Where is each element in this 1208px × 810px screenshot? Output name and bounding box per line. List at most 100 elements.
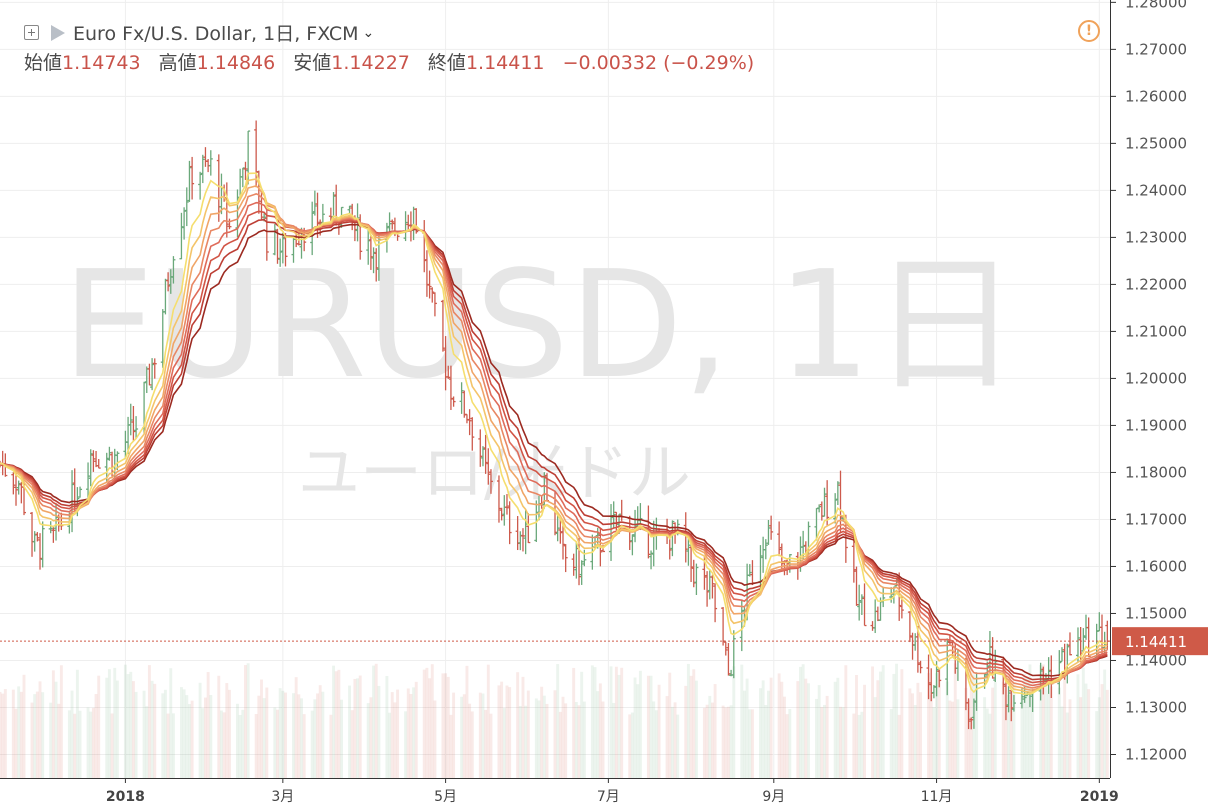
volume-bar (572, 667, 576, 778)
price-bar (291, 237, 296, 263)
volume-bar (764, 705, 768, 778)
price-bar (496, 475, 501, 523)
volume-bar (748, 709, 752, 778)
expand-icon[interactable] (24, 25, 39, 40)
volume-bar (564, 703, 568, 778)
volume-bar (374, 663, 378, 778)
volume-bar (937, 667, 941, 778)
volume-bar (582, 701, 586, 778)
price-bar (184, 187, 189, 227)
price-bar (993, 649, 998, 683)
watermark-main: EURUSD, 1日 (62, 239, 1019, 411)
volume-bar (244, 665, 247, 778)
price-bar (483, 434, 488, 474)
price-bar (889, 587, 894, 603)
volume-bar (433, 700, 437, 778)
symbol-title[interactable]: Euro Fx/U.S. Dollar, 1日, FXCM (73, 23, 359, 45)
volume-bar (993, 682, 997, 778)
alert-icon[interactable]: ! (1078, 20, 1100, 42)
price-bar (371, 247, 376, 274)
price-bar (16, 480, 21, 495)
y-tick-label: 1.26000 (1125, 87, 1187, 105)
volume-bar (17, 686, 21, 778)
volume-bar (593, 667, 597, 778)
volume-bar (617, 674, 621, 778)
volume-bar (732, 666, 736, 778)
volume-bar (796, 681, 800, 778)
volume-bar (300, 698, 303, 778)
volume-bar (844, 665, 848, 778)
volume-bar (260, 679, 263, 778)
price-bar (579, 560, 584, 585)
flag-icon[interactable] (51, 24, 65, 41)
volume-bar (721, 705, 725, 778)
volume-bar (742, 690, 746, 778)
price-bar (128, 403, 133, 436)
volume-bar (478, 692, 482, 778)
price-bar (926, 654, 931, 700)
volume-bar (953, 663, 957, 778)
volume-bar (329, 714, 333, 778)
volume-bar (107, 669, 111, 778)
price-bar (571, 553, 576, 576)
volume-bar (951, 701, 955, 778)
volume-bar (142, 690, 146, 778)
price-bar (683, 512, 688, 563)
volume-bar (561, 696, 565, 778)
volume-bar (129, 671, 133, 778)
volume-bar (201, 708, 205, 778)
close-value: 1.14411 (465, 52, 545, 74)
volume-bar (30, 702, 34, 778)
volume-bar (991, 687, 995, 778)
volume-bar (633, 677, 637, 778)
price-bar (200, 154, 205, 184)
high-label: 高値 (158, 52, 197, 74)
volume-bar (710, 702, 714, 778)
price-bar (264, 210, 269, 261)
volume-bar (534, 698, 538, 778)
volume-bar (110, 713, 114, 778)
volume-bar (745, 678, 749, 778)
volume-bar (147, 665, 151, 778)
price-bar (873, 599, 878, 634)
volume-bar (761, 680, 765, 778)
price-axis[interactable]: 1.28000 1.27000 1.26000 1.25000 1.24000 1.230… (1110, 0, 1187, 763)
volume-bar (841, 707, 845, 778)
price-bar (817, 504, 822, 513)
volume-bar (468, 703, 472, 778)
volume-bar (206, 672, 210, 778)
volume-bar (705, 704, 709, 778)
price-bar (374, 248, 379, 282)
time-axis[interactable]: 2018 3月 5月 7月 9月 11月 2019 (106, 778, 1119, 805)
price-bar (881, 586, 886, 608)
volume-bar (785, 714, 789, 778)
volume-bar (1, 693, 5, 778)
price-bar (705, 571, 710, 607)
chevron-down-icon[interactable]: ⌄ (362, 24, 375, 41)
price-bar (835, 481, 840, 505)
price-bar (627, 515, 632, 551)
volume-bar (689, 675, 693, 778)
volume-bar (123, 664, 127, 778)
volume-bar (574, 702, 578, 778)
price-bar (190, 156, 195, 200)
price-bar (150, 358, 155, 391)
price-bar (915, 626, 920, 673)
volume-bar (935, 673, 939, 778)
volume-bar (897, 714, 901, 778)
price-bar (259, 191, 264, 220)
price-bar (240, 167, 245, 188)
volume-bar (833, 681, 837, 778)
volume-bar (460, 696, 464, 778)
y-tick-label: 1.15000 (1125, 604, 1187, 622)
volume-bar (777, 673, 781, 778)
volume-bar (278, 688, 282, 778)
volume-bar (913, 705, 917, 778)
volume-bar (220, 710, 223, 778)
ema-ribbon (0, 172, 1108, 696)
volume-bar (1087, 689, 1091, 778)
volume-bar (540, 686, 544, 778)
x-tick-label: 5月 (434, 789, 457, 805)
price-bar (686, 537, 691, 566)
